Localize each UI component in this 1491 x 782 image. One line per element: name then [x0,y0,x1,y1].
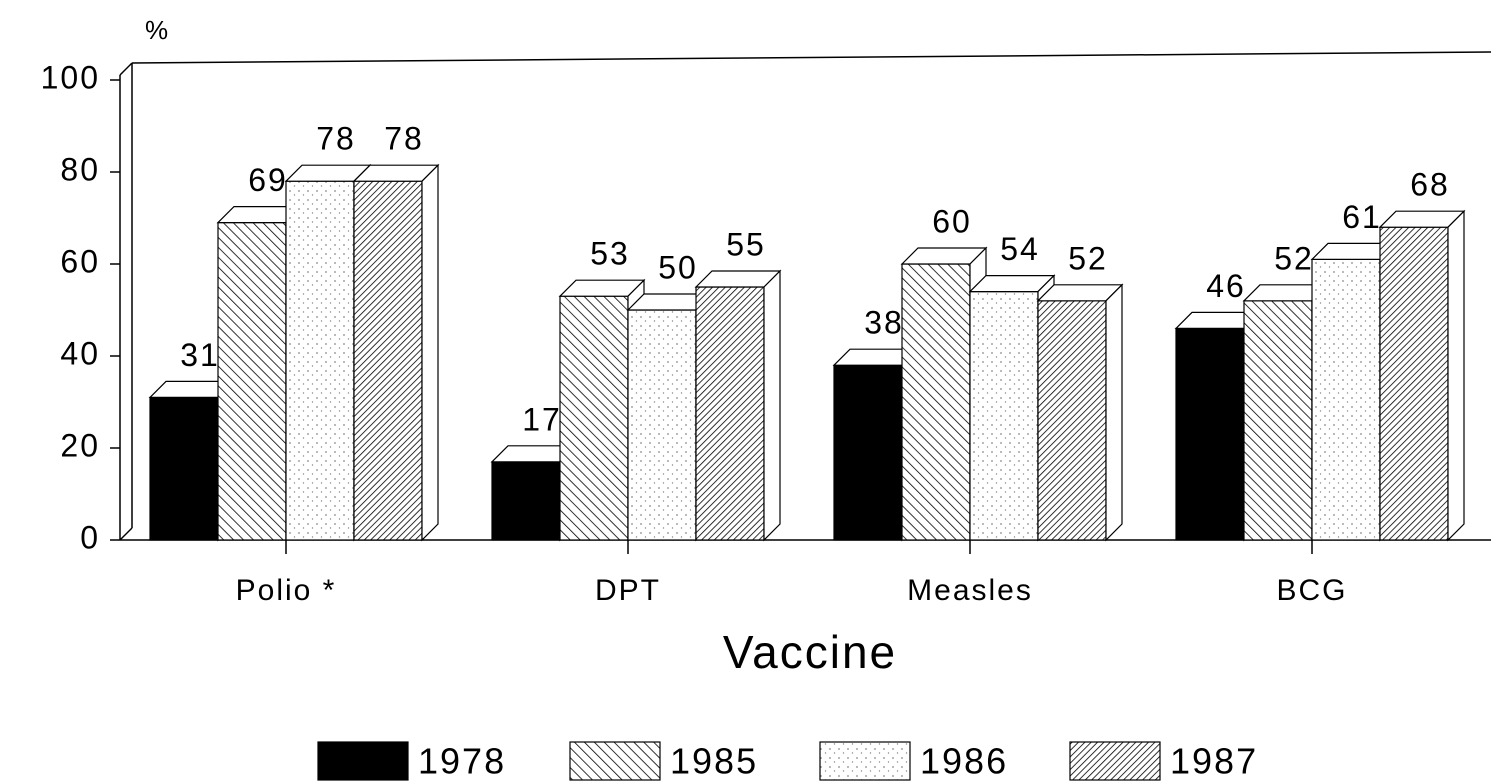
bar [1379,226,1449,541]
legend-swatch [1069,741,1161,781]
legend-swatch [317,741,409,781]
data-label: 55 [726,226,766,262]
bar [969,291,1039,541]
data-label: 60 [932,203,972,239]
data-label: 17 [522,401,562,437]
bar-side [1447,209,1465,542]
legend-swatch [819,741,911,781]
data-label: 53 [590,236,630,272]
bar [1243,300,1313,541]
y-tick-label: 80 [60,151,100,187]
x-tick-label: Polio * [236,574,337,607]
y-tick-label: 40 [60,335,100,371]
data-label: 78 [384,121,424,157]
bar [627,309,697,541]
bar [1311,258,1381,541]
bar [559,295,629,541]
data-label: 50 [658,249,698,285]
legend-label: 1978 [418,741,506,782]
bar-side [763,269,781,542]
bar [353,180,423,541]
data-label: 52 [1068,240,1108,276]
x-tick-label: Measles [907,574,1033,607]
bar [1037,300,1107,541]
y-tick-label: 60 [60,243,100,279]
bar-side [421,163,439,542]
data-label: 38 [864,305,904,341]
data-label: 78 [316,121,356,157]
data-label: 68 [1410,167,1450,203]
bar [491,461,561,541]
bar [285,180,355,541]
y-tick-label: 0 [80,519,100,555]
x-tick-label: BCG [1276,574,1347,607]
legend-label: 1987 [1170,741,1258,782]
bar [149,396,219,541]
y-axis-label: % [145,15,170,45]
bar [833,364,903,541]
legend-label: 1985 [670,741,758,782]
legend-swatch [569,741,661,781]
data-label: 54 [1000,231,1040,267]
bar [901,263,971,541]
data-label: 46 [1206,268,1246,304]
legend-label: 1986 [920,741,1008,782]
data-label: 52 [1274,240,1314,276]
x-axis-label: Vaccine [723,626,897,678]
y-tick-label: 100 [41,59,100,95]
data-label: 61 [1342,199,1382,235]
x-tick-label: DPT [595,574,661,607]
data-label: 31 [180,337,220,373]
bar-side [1105,283,1123,542]
bar [217,222,287,541]
bar [1175,327,1245,541]
bar [695,286,765,541]
data-label: 69 [248,162,288,198]
y-tick-label: 20 [60,427,100,463]
